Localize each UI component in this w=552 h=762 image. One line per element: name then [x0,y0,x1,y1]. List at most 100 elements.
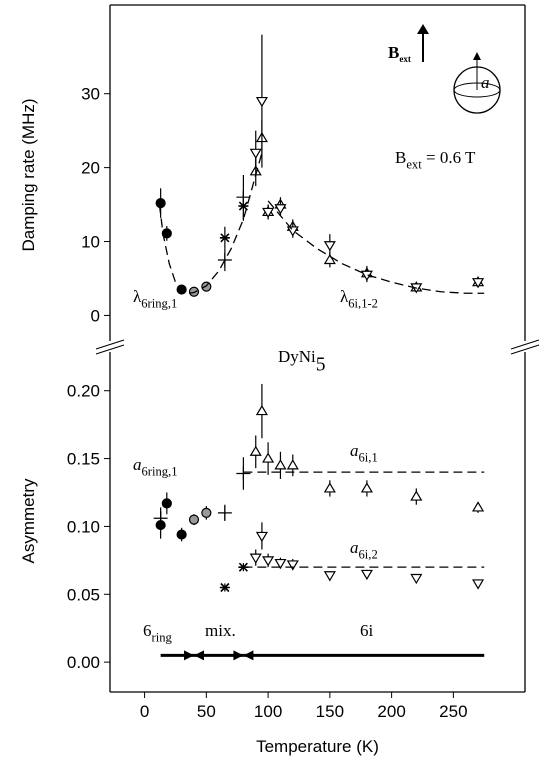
annotation: λ6i,1-2 [340,287,378,310]
annotation-text: mix. [205,621,236,640]
annotation-text: DyNi [278,347,316,366]
data-point [323,571,336,582]
data-point [274,204,287,215]
annotation: 6ring [143,621,172,644]
y-axis-label: Asymmetry [19,478,38,564]
annotation-text: λ [340,287,349,306]
annotation: a6i,1 [350,441,378,464]
axis-break [510,344,540,355]
annotation: a6i,2 [350,538,378,561]
data-point [286,459,299,470]
annotation: a6ring,1 [133,455,178,478]
data-point [153,511,168,526]
annotation: DyNi5 [278,347,326,375]
x-tick-label: 0 [140,702,149,721]
y-tick-label: 20 [81,159,100,178]
data-point [249,445,262,456]
data-point [188,514,200,525]
y-tick-label: 10 [81,233,100,252]
annotation: λ6ring,1 [133,287,177,310]
annotation-text: λ [133,287,142,306]
x-tick-label: 150 [316,702,344,721]
annotation: 6i [360,621,374,640]
annotation-sub: 6i,2 [359,547,378,561]
data-point [360,569,373,581]
annotation: Bext [388,43,411,64]
annotation: a [481,73,490,92]
arrow-head [243,650,254,661]
data-point [262,207,275,219]
data-point [255,404,268,416]
annotation: Bext = 0.6 T [395,148,476,171]
annotation-text: a [481,73,490,92]
y-axis-label: Damping rate (MHz) [19,98,38,251]
annotation-text: B [388,43,399,62]
annotation-sub: 6ring,1 [141,296,177,310]
data-point [188,286,200,297]
annotation-text: a [350,441,359,460]
annotation-sub: ring [152,630,173,644]
arrow-head [193,650,204,661]
data-point [219,582,230,593]
fit-line [158,152,263,294]
annotation-sub: 6i,1 [359,450,378,464]
y-tick-label: 0.20 [67,382,100,401]
arrow-head [417,24,429,34]
data-point [236,190,251,205]
data-point [249,553,262,564]
data-point [472,501,485,512]
data-point [236,466,251,481]
arrow-head [183,650,194,661]
annotation-text: B [395,148,406,167]
x-axis-label: Temperature (K) [256,737,379,756]
data-point [323,253,336,265]
data-point [201,507,212,518]
x-tick-label: 100 [254,702,282,721]
annotation-text: a [133,455,142,474]
arrow-head [473,52,481,60]
data-point [323,241,336,252]
axis-break [96,341,124,352]
data-point [262,452,275,463]
data-point [472,579,485,590]
data-point [217,253,232,267]
data-point [217,505,232,520]
data-point [255,96,268,108]
data-point [274,459,287,470]
y-tick-label: 0.10 [67,517,100,536]
axis-break [510,339,540,350]
data-point [176,529,187,540]
annotation-text: a [350,538,359,557]
data-point [323,482,336,493]
data-point [219,233,230,243]
axis-break [511,341,539,352]
data-point [472,278,485,289]
data-point [255,531,268,543]
x-tick-label: 50 [197,702,216,721]
axis-break [95,339,125,350]
y-tick-label: 0.05 [67,585,100,604]
data-point [286,560,299,571]
fit-line [267,200,485,294]
annotation-sub: 6ring,1 [142,464,178,478]
annotation-sub: 6i,1-2 [348,296,378,310]
data-point [274,558,287,570]
x-tick-label: 200 [377,702,405,721]
data-point [410,573,423,585]
annotation: mix. [205,621,236,640]
annotation-sub: ext [406,157,422,171]
data-point [360,482,373,493]
data-point [201,281,212,292]
data-point [410,490,423,501]
y-tick-label: 0.00 [67,653,100,672]
y-tick-label: 0.15 [67,450,100,469]
annotation-rest: = 0.6 T [422,148,476,167]
axis-break [95,344,125,355]
data-point [161,498,172,509]
annotation-text: 6 [143,621,152,640]
data-point [155,197,166,209]
data-point [249,148,262,160]
data-point [161,228,172,239]
data-point [286,226,299,237]
